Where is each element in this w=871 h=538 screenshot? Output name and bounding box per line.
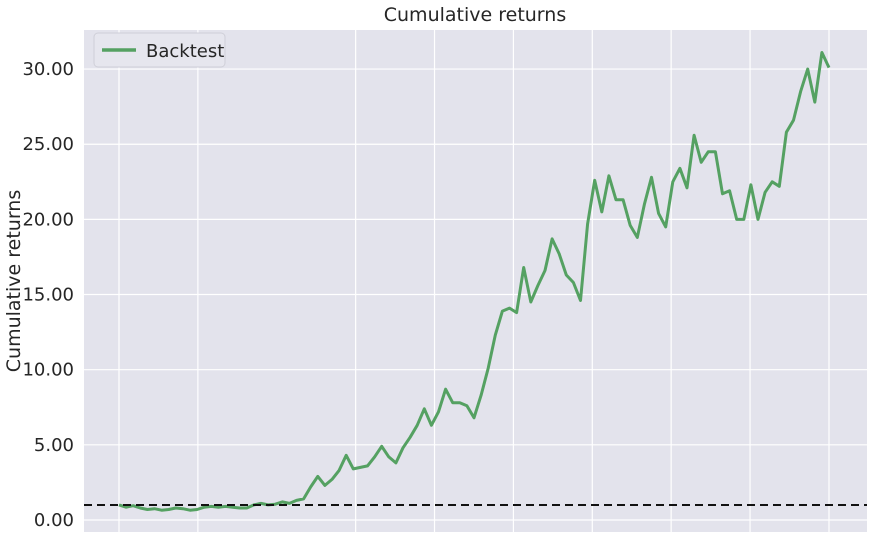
grid-layer xyxy=(84,30,867,532)
y-tick-label: 25.00 xyxy=(22,134,74,155)
y-tick-label: 20.00 xyxy=(22,209,74,230)
chart-title: Cumulative returns xyxy=(384,4,566,26)
y-tick-label: 0.00 xyxy=(34,510,74,531)
y-tick-label: 30.00 xyxy=(22,59,74,80)
legend-box xyxy=(93,32,226,68)
series-line-backtest xyxy=(118,51,831,512)
y-tick-label: 10.00 xyxy=(22,360,74,381)
y-axis-label: Cumulative returns xyxy=(3,190,25,372)
y-tick-label: 15.00 xyxy=(22,285,74,306)
y-tick-labels: 0.00 5.00 10.00 15.00 20.00 25.00 30.00 xyxy=(22,59,74,531)
legend-entry-backtest: Backtest xyxy=(146,41,224,62)
legend: Backtest xyxy=(93,32,226,68)
series-layer xyxy=(118,51,831,512)
plot-background xyxy=(84,30,867,532)
y-tick-label: 5.00 xyxy=(34,435,74,456)
